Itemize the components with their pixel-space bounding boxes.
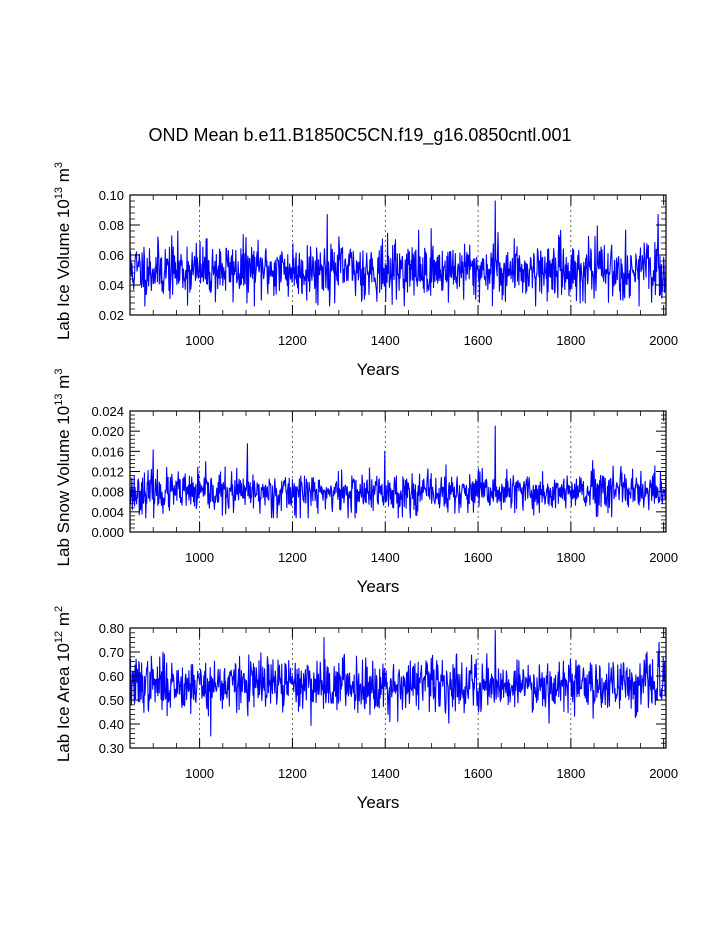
y-tick-label: 0.60	[99, 669, 124, 684]
x-tick-label: 1000	[185, 333, 214, 348]
y-label-unit: m	[54, 375, 73, 394]
y-label-exponent: 13	[53, 394, 65, 406]
y-label-unit: m	[54, 168, 73, 187]
x-tick-label: 1600	[464, 550, 493, 565]
x-axis-label: Years	[357, 793, 400, 812]
panel-3: 1000 1200 1400 1600 1800 2000 0.30 0.40 0.50 0.60…	[53, 606, 678, 812]
x-axis-label: Years	[357, 360, 400, 379]
x-tick-label: 1800	[556, 333, 585, 348]
y-tick-label: 0.008	[91, 485, 124, 500]
y-tick-label: 0.50	[99, 693, 124, 708]
y-tick-label: 0.020	[91, 424, 124, 439]
y-tick-label: 0.10	[99, 188, 124, 203]
y-tick-label: 0.30	[99, 741, 124, 756]
y-axis-label: Lab Ice Volume 1013 m3	[53, 162, 73, 340]
x-tick-label: 1000	[185, 550, 214, 565]
x-tick-label: 1200	[278, 550, 307, 565]
y-label-base: Lab Ice Area 10	[54, 643, 73, 762]
y-label-base: Lab Snow Volume 10	[54, 406, 73, 567]
plot-frame	[129, 627, 667, 749]
data-series-line	[129, 200, 667, 307]
x-tick-label: 1800	[556, 766, 585, 781]
x-tick-label: 2000	[649, 550, 678, 565]
y-label-unit-exponent: 2	[53, 606, 65, 612]
x-tick-label: 1000	[185, 766, 214, 781]
y-label-unit: m	[54, 612, 73, 631]
x-tick-label: 1200	[278, 766, 307, 781]
x-tick-label: 1600	[464, 766, 493, 781]
x-tick-label: 1400	[371, 766, 400, 781]
y-label-base: Lab Ice Volume 10	[54, 199, 73, 340]
y-tick-label: 0.40	[99, 717, 124, 732]
panel-2: 1000 1200 1400 1600 1800 2000 0.000 0.004 0.008 0…	[53, 369, 678, 596]
x-axis-label: Years	[357, 577, 400, 596]
y-tick-label: 0.80	[99, 621, 124, 636]
x-tick-label: 1200	[278, 333, 307, 348]
panel-1: 1000 1200 1400 1600 1800 2000 0.02 0.04 0.06 0.08…	[53, 162, 678, 379]
y-tick-label: 0.02	[99, 308, 124, 323]
figure-title: OND Mean b.e11.B1850C5CN.f19_g16.0850cnt…	[149, 125, 572, 146]
x-tick-label: 1600	[464, 333, 493, 348]
y-tick-label: 0.024	[91, 404, 124, 419]
y-tick-label: 0.06	[99, 248, 124, 263]
y-tick-label: 0.70	[99, 645, 124, 660]
x-tick-label: 1400	[371, 333, 400, 348]
y-axis-label: Lab Snow Volume 1013 m3	[53, 369, 73, 567]
data-series-line	[129, 629, 667, 737]
y-label-unit-exponent: 3	[53, 369, 65, 375]
y-tick-label: 0.000	[91, 525, 124, 540]
panels: 1000 1200 1400 1600 1800 2000 0.02 0.04 0.06 0.08…	[53, 162, 678, 812]
data-series-line	[129, 425, 667, 519]
y-label-exponent: 12	[53, 631, 65, 643]
y-tick-label: 0.016	[91, 444, 124, 459]
y-tick-label: 0.012	[91, 465, 124, 480]
x-tick-label: 2000	[649, 333, 678, 348]
x-tick-label: 1400	[371, 550, 400, 565]
y-axis-label: Lab Ice Area 1012 m2	[53, 606, 73, 762]
y-tick-label: 0.004	[91, 505, 124, 520]
y-label-unit-exponent: 3	[53, 162, 65, 168]
x-tick-label: 2000	[649, 766, 678, 781]
y-label-exponent: 13	[53, 187, 65, 199]
x-tick-label: 1800	[556, 550, 585, 565]
y-tick-label: 0.04	[99, 278, 124, 293]
y-tick-label: 0.08	[99, 218, 124, 233]
